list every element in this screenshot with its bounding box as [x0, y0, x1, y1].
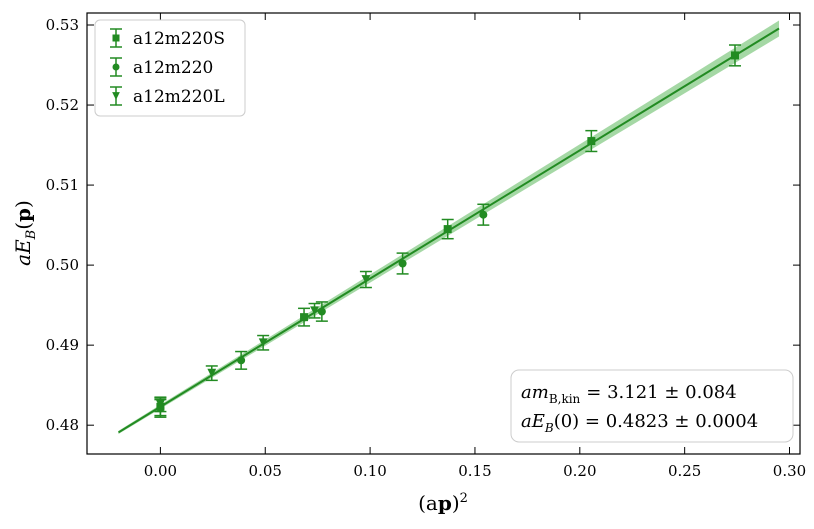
legend-label-2: a12m220L: [133, 87, 225, 107]
plot-frame: [86, 12, 801, 455]
legend-entry-a12m220: a12m220: [110, 57, 213, 78]
annotation-line-1-lhs: am: [521, 382, 549, 403]
legend-marker-2: [112, 92, 120, 100]
annotation-line-2: aEB(0) = 0.4823 ± 0.0004: [521, 411, 758, 435]
series-a12m220-point-2-marker: [317, 307, 326, 316]
series-a12m220L: [154, 270, 372, 413]
y-tick-label-4: 0.52: [46, 96, 79, 114]
legend-marker-0: [112, 34, 120, 42]
series-a12m220L-point-2-marker: [258, 338, 268, 348]
y-tick-label-3: 0.51: [46, 176, 79, 194]
legend-box: [94, 19, 246, 117]
annotation-line-1-rhs: = 3.121 ± 0.084: [586, 382, 736, 403]
x-tick-label-6: 0.30: [773, 462, 806, 480]
series-a12m220L-point-1-marker: [207, 368, 217, 378]
y-tick-label-1: 0.49: [46, 336, 79, 354]
series-a12m220-point-1-marker: [237, 356, 246, 365]
series-a12m220S-point-2-marker: [443, 225, 452, 234]
annotation-line-2-rhs: (0) = 0.4823 ± 0.0004: [554, 411, 759, 432]
series-a12m220S-point-3-marker: [587, 137, 596, 146]
y-axis-label: aEB(p): [11, 200, 39, 266]
series-a12m220-point-4-marker: [479, 210, 488, 219]
series-a12m220S-point-1-marker: [300, 313, 309, 322]
ticks-layer: 0.00 0.05 0.10 0.15 0.20 0.25 0.30 0.48 0.49 0.50…: [46, 13, 806, 480]
legend-label-0: a12m220S: [133, 29, 225, 49]
annotation-frame: [510, 369, 794, 443]
series-a12m220L-point-0-marker: [155, 399, 165, 409]
x-tick-label-4: 0.20: [563, 462, 596, 480]
series-a12m220L-point-4-marker: [361, 275, 371, 284]
series-a12m220S-point-4-marker: [730, 51, 739, 60]
x-tick-label-0: 0.00: [144, 462, 177, 480]
series-a12m220-point-3-marker: [398, 259, 407, 268]
legend-entry-a12m220L: a12m220L: [110, 86, 225, 107]
annotation-line-1: amB,kin = 3.121 ± 0.084: [521, 382, 737, 406]
x-tick-label-5: 0.25: [668, 462, 701, 480]
x-tick-label-3: 0.15: [458, 462, 491, 480]
x-axis-label: (ap)2: [418, 491, 468, 515]
y-tick-label-5: 0.53: [46, 16, 79, 34]
annotation-line-2-sub: B: [544, 421, 554, 435]
y-tick-label-0: 0.48: [46, 416, 79, 434]
x-tick-label-1: 0.05: [249, 462, 282, 480]
annotation-box: amB,kin = 3.121 ± 0.084 aEB(0) = 0.4823 ±…: [510, 369, 794, 443]
y-tick-label-2: 0.50: [46, 256, 79, 274]
legend-entries: a12m220S a12m220 a12m220L: [110, 28, 225, 107]
legend: a12m220S a12m220 a12m220L: [94, 19, 246, 117]
legend-label-1: a12m220: [133, 58, 213, 78]
legend-entry-a12m220S: a12m220S: [110, 28, 225, 49]
series-a12m220L-point-3-marker: [310, 306, 319, 316]
x-tick-label-2: 0.10: [353, 462, 386, 480]
annotation-line-2-lhs: aE: [521, 411, 545, 432]
annotation-line-1-sub: B,kin: [549, 392, 581, 406]
data-points-layer: [154, 44, 741, 418]
legend-marker-1: [112, 63, 120, 71]
